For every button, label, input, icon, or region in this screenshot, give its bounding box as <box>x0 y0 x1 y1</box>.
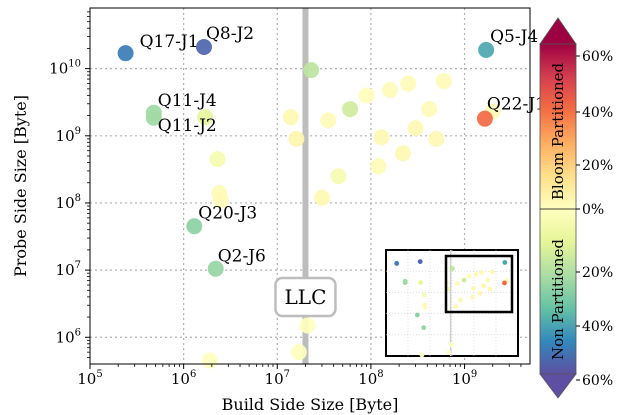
inset-point <box>489 269 495 275</box>
inset-point <box>419 352 425 358</box>
inset-point <box>402 280 408 286</box>
colorbar-tick-label: 0% <box>582 202 604 218</box>
data-point <box>370 158 387 175</box>
inset-point <box>487 286 493 292</box>
point-label: Q20-J3 <box>198 203 257 223</box>
point-label: Q5-J4 <box>490 27 538 47</box>
data-point <box>212 192 229 209</box>
data-point <box>382 82 399 99</box>
colorbar-top-arrow <box>539 17 577 45</box>
data-point <box>428 130 445 147</box>
data-point <box>373 129 390 146</box>
data-point <box>197 109 214 126</box>
inset-point <box>394 261 400 266</box>
data-point <box>288 130 305 147</box>
inset-overview <box>385 249 519 358</box>
inset-point <box>470 294 475 300</box>
data-point <box>303 62 320 79</box>
x-tick-label: 106 <box>171 369 196 388</box>
colorbar-tick-label: 60% <box>582 373 613 389</box>
colorbar-tick-label: 20% <box>582 158 613 174</box>
inset-point <box>502 260 508 265</box>
inset-point <box>502 280 507 286</box>
llc-label: LLC <box>285 285 327 309</box>
inset-point <box>477 290 483 296</box>
inset-point <box>458 297 463 303</box>
x-tick-label: 105 <box>77 369 102 388</box>
inset-point <box>455 281 460 286</box>
inset-point <box>473 272 479 277</box>
point-label: Q8-J2 <box>206 24 254 44</box>
plot-frame <box>89 7 531 365</box>
colorbar-tick-label: 60% <box>582 49 613 65</box>
colorbar: 60% 40% 20% 0% 20% 40% 60% Bloom Partitioned Non… <box>539 17 613 399</box>
data-point <box>400 75 417 92</box>
inset-point <box>453 304 458 309</box>
colorbar-tick-label: 40% <box>582 105 613 121</box>
inset-point <box>466 273 472 279</box>
y-tick-label: 106 <box>56 327 81 346</box>
colorbar-tick-label: 20% <box>582 265 613 281</box>
point-label: Q22-J1 <box>487 95 546 115</box>
data-point <box>196 39 213 56</box>
data-point <box>282 109 299 126</box>
data-point <box>290 344 307 361</box>
inset-point <box>421 292 427 298</box>
inset-point <box>446 350 452 355</box>
data-points <box>117 39 501 369</box>
y-axis-label: Probe Side Size [Byte] <box>11 95 30 277</box>
inset-point <box>417 259 423 265</box>
inset-point <box>471 286 476 291</box>
point-label: Q17-J1 <box>140 32 199 52</box>
inset-point <box>461 277 467 283</box>
inset-point <box>422 304 428 310</box>
inset-point <box>418 280 423 285</box>
inset-point <box>481 283 487 289</box>
data-point <box>186 218 203 235</box>
data-point <box>478 41 495 58</box>
inset-point <box>414 312 420 318</box>
inset-point <box>449 266 455 271</box>
colorbar-top-label: Bloom Partitioned <box>549 62 567 200</box>
inset-point <box>485 277 491 283</box>
colorbar-tick-label: 40% <box>582 319 613 335</box>
data-point <box>342 101 359 118</box>
y-tick-label: 1010 <box>49 59 81 78</box>
data-point <box>313 189 330 206</box>
x-tick-label: 109 <box>452 369 477 388</box>
y-tick-label: 108 <box>56 193 81 212</box>
data-point <box>207 260 224 277</box>
point-labels: Q17-J1 Q8-J2 Q5-J4 Q11-J4 Q11-J2 Q22-J1 Q20-J3… <box>140 24 546 267</box>
inset-point <box>479 270 484 275</box>
inset-point <box>448 342 454 347</box>
data-point <box>117 45 134 62</box>
llc-label-box <box>274 276 337 318</box>
data-point <box>320 112 337 129</box>
data-point <box>358 87 375 104</box>
x-tick-label: 107 <box>265 369 290 388</box>
x-tick-label: 108 <box>358 369 383 388</box>
point-label: Q2-J6 <box>218 247 266 267</box>
data-point <box>299 317 316 334</box>
point-label: Q11-J4 <box>158 91 217 111</box>
inset-point <box>421 325 427 331</box>
data-point <box>407 120 424 137</box>
y-tick-label: 107 <box>56 260 81 279</box>
x-axis-label: Build Side Size [Byte] <box>222 395 399 414</box>
data-point <box>201 352 218 369</box>
data-point <box>476 110 493 127</box>
colorbar-bottom-label: Non Partitioned <box>549 239 567 360</box>
data-point <box>394 145 411 162</box>
y-tick-label: 109 <box>56 126 81 145</box>
data-point <box>421 101 438 118</box>
data-point <box>209 151 226 168</box>
data-point <box>330 168 347 185</box>
llc-annotation: LLC <box>274 276 337 318</box>
data-point <box>435 73 452 90</box>
inset-zoom-box <box>444 254 514 314</box>
data-point <box>145 109 162 126</box>
point-label: Q11-J2 <box>158 116 217 136</box>
colorbar-bottom-arrow <box>539 373 577 399</box>
